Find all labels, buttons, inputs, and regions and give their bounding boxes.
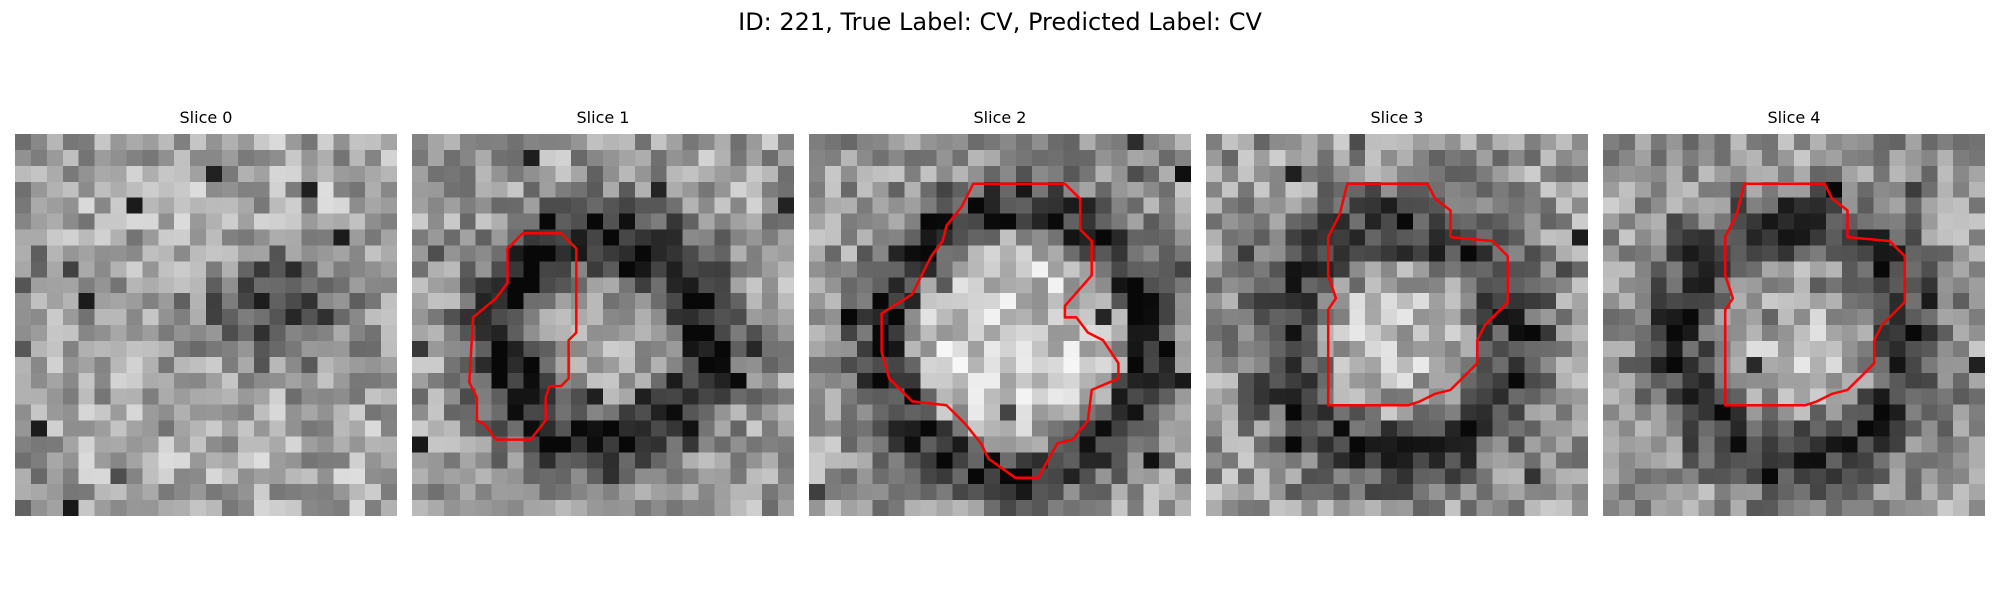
pixel-grid [412, 134, 794, 516]
figure-title: ID: 221, True Label: CV, Predicted Label… [738, 8, 1262, 36]
slice-title-4: Slice 4 [1767, 108, 1821, 127]
segmentation-contour [468, 232, 578, 441]
segmentation-contour [880, 182, 1120, 480]
slice-image-4 [1603, 134, 1985, 516]
slice-panel-2: Slice 2 [809, 108, 1191, 516]
segmentation-contour [1723, 182, 1907, 407]
pixel-grid [1603, 134, 1985, 516]
slice-svg-1 [412, 134, 794, 516]
slice-title-2: Slice 2 [973, 108, 1027, 127]
slice-image-0 [15, 134, 397, 516]
slice-svg-0 [15, 134, 397, 516]
slice-image-3 [1206, 134, 1588, 516]
slice-image-2 [809, 134, 1191, 516]
slice-panel-3: Slice 3 [1206, 108, 1588, 516]
slice-panel-1: Slice 1 [412, 108, 794, 516]
pixel-grid [1206, 134, 1588, 516]
segmentation-contour [1326, 182, 1510, 407]
slice-svg-3 [1206, 134, 1588, 516]
slice-svg-4 [1603, 134, 1985, 516]
slice-title-0: Slice 0 [179, 108, 233, 127]
slice-title-1: Slice 1 [576, 108, 630, 127]
pixel-grid [809, 134, 1191, 516]
slice-panel-4: Slice 4 [1603, 108, 1985, 516]
slice-image-1 [412, 134, 794, 516]
slice-panel-0: Slice 0 [15, 108, 397, 516]
slice-svg-2 [809, 134, 1191, 516]
pixel-grid [15, 134, 397, 516]
slice-title-3: Slice 3 [1370, 108, 1424, 127]
